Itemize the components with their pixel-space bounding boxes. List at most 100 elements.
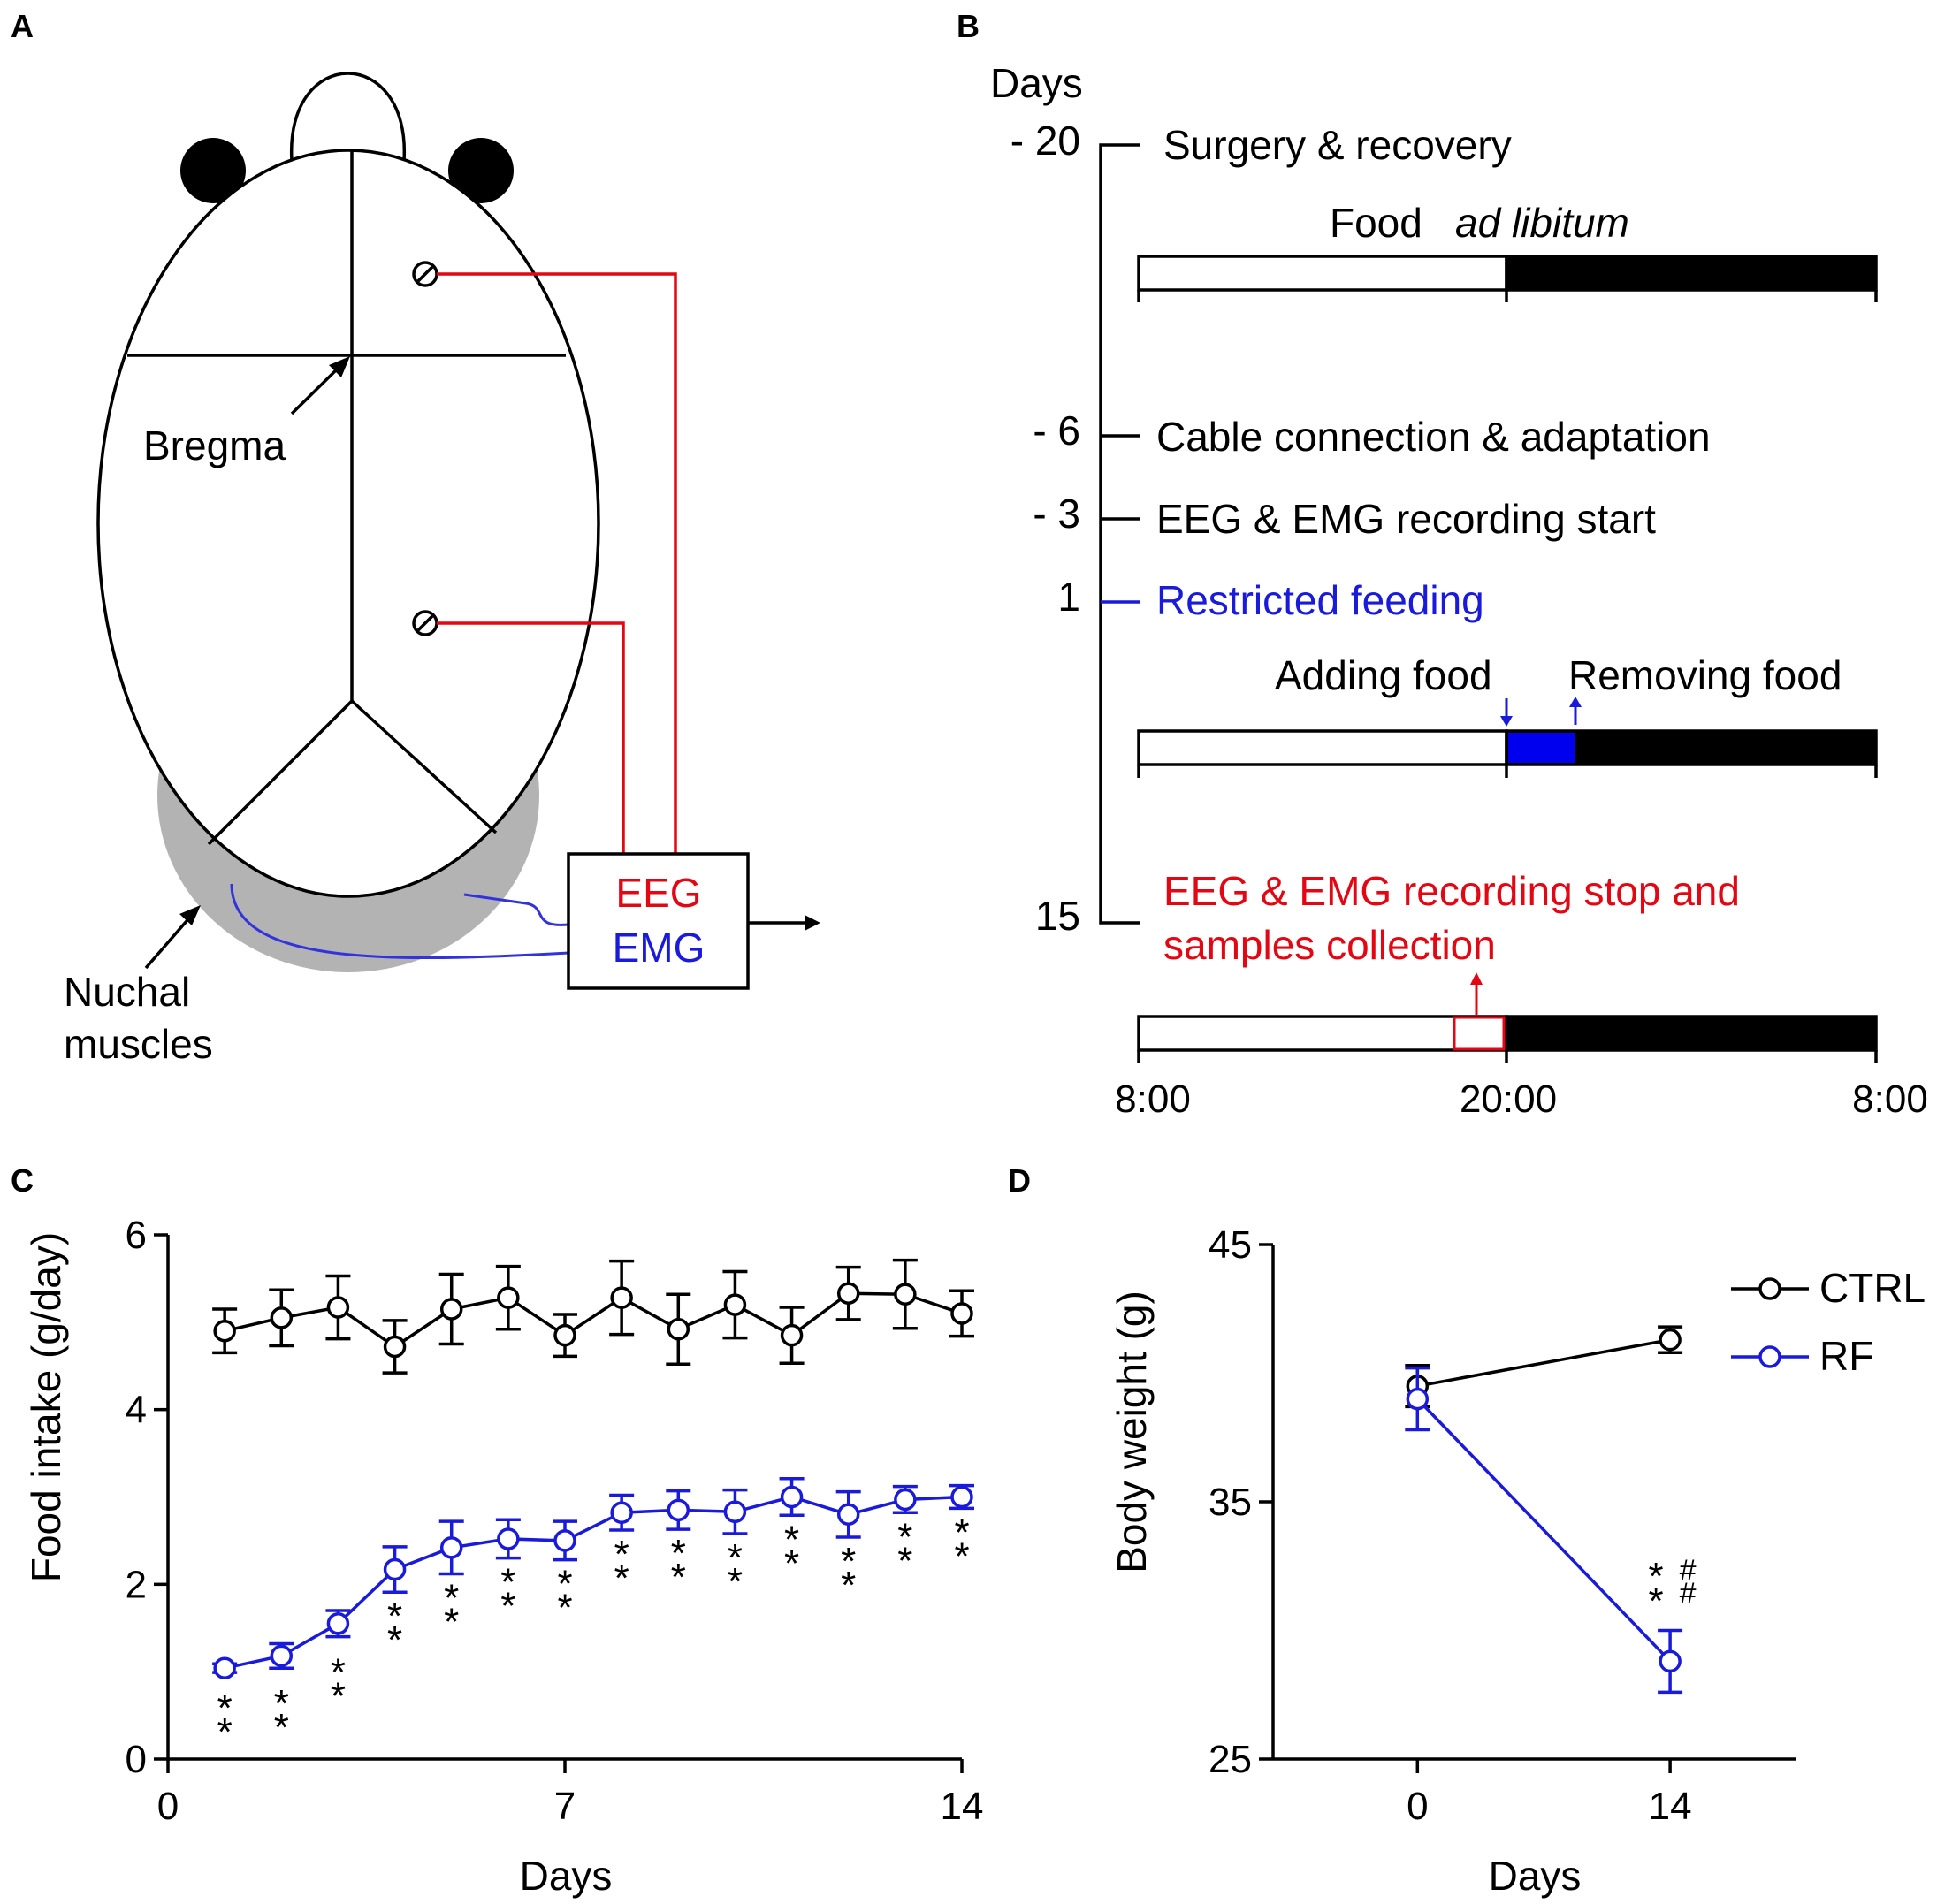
c-series	[212, 1258, 974, 1679]
d-series	[1405, 1325, 1683, 1695]
d-significance-hash: #	[1680, 1554, 1697, 1588]
d-y-tick-label: 45	[1209, 1223, 1252, 1267]
panel-b-letter: B	[957, 8, 980, 44]
c-significance-star: *	[954, 1535, 969, 1578]
d-y-axis-title: Body weight (g)	[1109, 1291, 1155, 1573]
light-phase-bar-3	[1137, 1015, 1508, 1052]
emg-wire-left	[230, 883, 569, 960]
c-significance-star: *	[500, 1585, 515, 1628]
left-ear	[180, 138, 246, 203]
c-significance-star: *	[841, 1540, 856, 1583]
d-y-tick-label: 35	[1209, 1481, 1252, 1524]
c-ctrl-line	[224, 1291, 963, 1349]
recording-stop-label-line2: samples collection	[1163, 922, 1496, 968]
restricted-feeding-label: Restricted feeding	[1156, 577, 1484, 623]
lambdoid-suture-left	[207, 699, 354, 846]
adding-food-label: Adding food	[1275, 652, 1492, 698]
panel-a-letter: A	[11, 8, 34, 44]
food-label: Food	[1330, 200, 1422, 246]
sample-arrow-head	[1470, 972, 1483, 985]
legend-ctrl-label: CTRL	[1819, 1265, 1926, 1311]
d-legend: CTRL RF	[1731, 1265, 1926, 1379]
c-x-tick-label: 14	[941, 1785, 984, 1828]
day-mark-minus6: - 6	[1033, 407, 1080, 453]
d-axes: 25 35 45 0 14	[1209, 1223, 1796, 1828]
c-x-tick-label: 7	[554, 1785, 576, 1828]
c-rf-point	[270, 1644, 294, 1668]
c-ctrl-point	[894, 1283, 917, 1306]
c-ctrl-point	[497, 1286, 520, 1309]
time-label-0800-start: 8:00	[1115, 1078, 1191, 1121]
bregma-label: Bregma	[143, 423, 286, 468]
c-ctrl-point	[723, 1293, 747, 1316]
nuchal-arrow-head	[179, 905, 201, 925]
day-mark-minus3: - 3	[1033, 491, 1080, 537]
c-ctrl-point	[836, 1282, 860, 1305]
panel-a: A Bregma EEG EMG	[11, 8, 820, 1067]
dark-phase-bar-1	[1505, 255, 1878, 292]
c-rf-point	[553, 1529, 576, 1552]
legend-rf-marker	[1758, 1345, 1781, 1368]
c-significance-star: *	[387, 1595, 402, 1638]
nuchal-arrow	[144, 912, 194, 970]
c-significance-star: *	[728, 1536, 743, 1580]
skull-outline	[96, 149, 600, 898]
nuchal-label-line2: muscles	[64, 1021, 213, 1067]
recording-start-label: EEG & EMG recording start	[1156, 496, 1656, 542]
panel-d-letter: D	[1008, 1162, 1031, 1199]
panel-c-letter: C	[11, 1162, 34, 1199]
removing-food-label: Removing food	[1568, 652, 1842, 698]
ad-libitum-label: ad libitum	[1455, 200, 1629, 246]
c-significance-star: *	[444, 1600, 459, 1643]
c-significance-star: *	[728, 1560, 743, 1603]
d-significance-marks: ** ##	[1649, 1554, 1697, 1623]
c-significance-star: *	[784, 1542, 799, 1585]
eeg-screw-frontal-slot	[416, 265, 434, 283]
time-label-2000: 20:00	[1460, 1078, 1557, 1121]
c-rf-point	[383, 1557, 407, 1581]
c-significance-stars: ****************** **** ******	[217, 1511, 970, 1754]
d-y-tick-label: 25	[1209, 1738, 1252, 1781]
c-significance-star: *	[331, 1675, 346, 1718]
c-y-axis-title: Food intake (g/day)	[23, 1232, 69, 1582]
c-significance-star: *	[500, 1561, 515, 1604]
c-rf-point	[610, 1501, 633, 1525]
surgery-label: Surgery & recovery	[1163, 122, 1512, 168]
d-rf-point	[1406, 1387, 1430, 1411]
day-mark-1: 1	[1057, 574, 1080, 620]
c-significance-star: *	[614, 1557, 629, 1600]
d-x-tick-label: 0	[1407, 1785, 1428, 1828]
legend-ctrl-marker	[1758, 1277, 1781, 1300]
day-mark-minus20: - 20	[1010, 118, 1080, 164]
c-significance-star: *	[671, 1532, 686, 1575]
d-significance-hash: #	[1680, 1577, 1697, 1611]
c-rf-point	[497, 1527, 520, 1550]
c-x-tick-label: 0	[157, 1785, 179, 1828]
c-y-tick-label: 6	[126, 1214, 147, 1257]
cable-label: Cable connection & adaptation	[1156, 414, 1711, 460]
lambdoid-suture-right	[350, 699, 498, 834]
light-phase-bar-2	[1137, 729, 1508, 766]
removing-food-arrow-head	[1569, 697, 1582, 707]
nuchal-label-line1: Nuchal	[64, 969, 190, 1015]
day-mark-15: 15	[1035, 893, 1080, 939]
c-significance-star: *	[274, 1682, 289, 1725]
d-ctrl-line	[1416, 1337, 1671, 1388]
c-y-tick-label: 2	[126, 1563, 147, 1606]
d-significance-star: *	[1649, 1555, 1664, 1598]
c-rf-point	[439, 1536, 463, 1559]
c-rf-point	[213, 1656, 236, 1679]
c-ctrl-point	[553, 1323, 576, 1347]
c-ctrl-point	[270, 1306, 294, 1329]
c-rf-point	[950, 1485, 973, 1509]
c-significance-star: *	[954, 1511, 969, 1554]
c-axes: 0 2 4 6 0 7 14	[126, 1214, 984, 1828]
c-significance-star: *	[274, 1706, 289, 1749]
c-ctrl-point	[950, 1302, 973, 1325]
d-rf-line	[1416, 1398, 1672, 1663]
emg-wire-right	[463, 893, 569, 926]
eeg-screw-parietal-slot	[416, 614, 434, 632]
time-label-0800-end: 8:00	[1852, 1078, 1928, 1121]
